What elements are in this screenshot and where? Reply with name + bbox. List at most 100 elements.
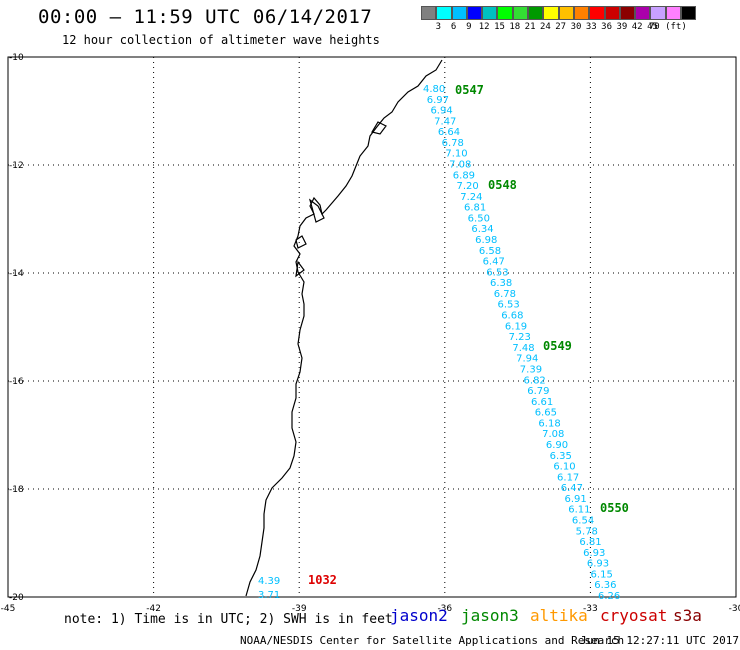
swh-value: 6.89 [453, 170, 475, 181]
color-swatch-11 [589, 6, 605, 20]
color-scale-label: 42 [631, 22, 643, 32]
generated-timestamp: Jun 15 12:27:11 UTC 2017 [580, 634, 739, 647]
color-swatch-9 [558, 6, 574, 20]
coastline [245, 59, 443, 597]
swh-value: 4.80 [423, 84, 445, 95]
legend-altika: altika [530, 606, 588, 625]
time-label-0549: 0549 [543, 339, 572, 353]
color-swatch-10 [573, 6, 590, 20]
swh-value: 7.48 [512, 343, 534, 354]
swh-value: 7.10 [445, 149, 467, 160]
swh-value: 6.90 [546, 440, 568, 451]
swh-value: 6.26 [598, 591, 620, 602]
color-swatch-16 [665, 6, 682, 20]
swh-value: 6.68 [501, 311, 523, 322]
credit-line: NOAA/NESDIS Center for Satellite Applica… [240, 634, 625, 647]
color-swatch-5 [497, 6, 513, 20]
swh-value: 6.82 [524, 375, 546, 386]
y-tick-label: -18 [9, 485, 24, 495]
swh-value: 6.79 [527, 386, 549, 397]
color-swatch-4 [482, 6, 498, 20]
x-tick-label: -42 [146, 604, 161, 614]
color-swatch-6 [512, 6, 529, 20]
swh-value: 7.39 [520, 364, 542, 375]
color-swatch-7 [528, 6, 544, 20]
color-scale-label: 12 [478, 22, 490, 32]
color-scale-label: 36 [601, 22, 613, 32]
color-scale-label: 30 [570, 22, 582, 32]
footnote: note: 1) Time is in UTC; 2) SWH is in fe… [64, 612, 393, 627]
x-tick-label: -36 [437, 604, 452, 614]
swh-value: 6.81 [579, 537, 601, 548]
swh-value: 6.54 [572, 515, 594, 526]
swh-value: 6.15 [591, 569, 613, 580]
swh-value: 7.08 [542, 429, 564, 440]
color-swatch-8 [543, 6, 559, 20]
swh-value: 7.24 [460, 192, 482, 203]
swh-value: 6.78 [442, 138, 464, 149]
swh-value: 6.61 [531, 397, 553, 408]
color-scale-label: 33 [585, 22, 597, 32]
swh-value: 6.98 [475, 235, 497, 246]
swh-value: 6.18 [538, 418, 560, 429]
swh-value: 6.78 [494, 289, 516, 300]
y-tick-label: -10 [9, 53, 24, 63]
swh-value: 6.81 [464, 203, 486, 214]
coast-inlet [295, 121, 387, 278]
swh-value: 6.53 [486, 267, 508, 278]
legend-cryosat: cryosat [600, 606, 668, 625]
swh-value: 6.65 [535, 408, 557, 419]
color-scale-label: 24 [539, 22, 551, 32]
swh-value: 7.47 [434, 116, 456, 127]
color-swatch-15 [650, 6, 666, 20]
color-scale-label: 3 [435, 22, 442, 32]
swh-value: 6.10 [553, 462, 575, 473]
x-tick-label: -39 [292, 604, 307, 614]
x-tick-label: -45 [1, 604, 16, 614]
swh-value: 4.39 [258, 576, 280, 587]
grid-lines [8, 57, 736, 597]
swh-value: 6.34 [471, 224, 493, 235]
swh-value: 6.97 [427, 95, 449, 106]
color-swatch-14 [635, 6, 651, 20]
swh-value: 6.36 [594, 580, 616, 591]
swh-value: 6.47 [561, 483, 583, 494]
swh-value: 7.23 [509, 332, 531, 343]
y-tick-label: -14 [9, 269, 24, 279]
y-tick-label: -20 [9, 593, 24, 603]
legend-s3a: s3a [673, 606, 702, 625]
color-scale-bar [421, 6, 697, 20]
color-scale-label: 39 [616, 22, 628, 32]
swh-value: 6.93 [587, 559, 609, 570]
swh-value: 6.19 [505, 321, 527, 332]
page-subtitle: 12 hour collection of altimeter wave hei… [62, 33, 380, 47]
color-scale-label: 6 [450, 22, 457, 32]
swh-value: 7.20 [457, 181, 479, 192]
swh-value: 6.91 [564, 494, 586, 505]
color-scale-label: 9 [466, 22, 472, 32]
time-label-0548: 0548 [488, 178, 517, 192]
swh-value: 5.78 [576, 526, 598, 537]
color-scale-label: 21 [524, 22, 536, 32]
x-tick-label: -30 [729, 604, 740, 614]
time-label-1032: 1032 [308, 573, 337, 587]
swh-value: 6.50 [468, 213, 490, 224]
color-scale-label: 45 [647, 22, 658, 32]
color-scale-label: 27 [555, 22, 567, 32]
swh-value: 6.47 [483, 257, 505, 268]
swh-value: 6.58 [479, 246, 501, 257]
y-tick-label: -12 [9, 161, 24, 171]
color-swatch-1 [436, 6, 452, 20]
time-label-0550: 0550 [600, 501, 629, 515]
swh-value: 6.11 [568, 505, 590, 516]
color-swatch-2 [451, 6, 467, 20]
color-swatch-17 [681, 6, 697, 20]
time-label-0547: 0547 [455, 83, 484, 97]
page-title: 00:00 – 11:59 UTC 06/14/2017 [38, 6, 373, 28]
swh-value: 3.71 [258, 590, 280, 601]
color-swatch-0 [421, 6, 437, 20]
swh-value: 7.94 [516, 354, 538, 365]
swh-value: 6.64 [438, 127, 460, 138]
color-swatch-13 [619, 6, 636, 20]
color-swatch-3 [466, 6, 483, 20]
